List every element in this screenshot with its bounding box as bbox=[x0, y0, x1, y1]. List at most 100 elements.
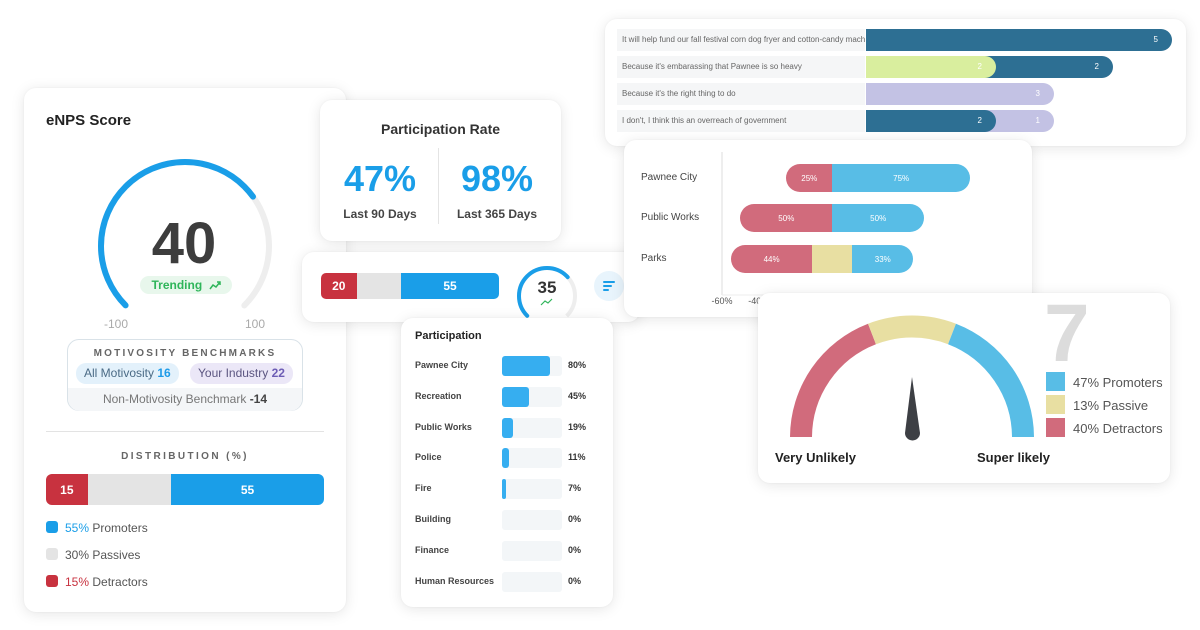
distribution-promoters-segment: 55 bbox=[171, 474, 324, 505]
trending-label: Trending bbox=[151, 278, 203, 292]
participation-track bbox=[502, 540, 562, 561]
participation-row-pct: 7% bbox=[568, 483, 582, 494]
diverging-chart-card: -60%-40%-20%-0%20%40%60%80%100%Pawnee Ci… bbox=[624, 140, 1032, 317]
chart-bar-segment: 75% bbox=[832, 164, 971, 192]
chart-bar-segment: 25% bbox=[786, 164, 833, 192]
legend-promoters-pct: 55% bbox=[65, 521, 90, 535]
reason-segment: 5 bbox=[866, 29, 1172, 51]
participation-row-label: Recreation bbox=[415, 390, 462, 401]
legend-passives-label: Passives bbox=[92, 548, 141, 562]
chart-bar-segment: 33% bbox=[852, 245, 914, 273]
participation-fill bbox=[502, 417, 514, 438]
participation-row-pct: 19% bbox=[568, 421, 587, 432]
reason-label: Because it's embarassing that Pawnee is … bbox=[617, 56, 865, 78]
reason-label: Because it's the right thing to do bbox=[617, 83, 865, 105]
legend-detractors-swatch bbox=[46, 575, 58, 587]
reason-segment: 2 bbox=[866, 56, 996, 78]
participation-fill bbox=[502, 479, 507, 500]
sort-button[interactable] bbox=[594, 271, 624, 301]
participation-row-pct: 0% bbox=[568, 544, 582, 555]
super-likely-label: Super likely bbox=[977, 450, 1050, 465]
rate-365-days-label: Last 365 Days bbox=[456, 207, 538, 221]
participation-track bbox=[502, 448, 562, 469]
gauge-promoters-arc bbox=[947, 323, 1034, 438]
legend-detractors-label: Detractors bbox=[92, 575, 148, 589]
category-label: Public Works bbox=[641, 212, 700, 223]
non-motivosity-value: -14 bbox=[249, 392, 268, 406]
participation-fill bbox=[502, 386, 529, 407]
gauge-needle bbox=[905, 377, 920, 441]
participation-title: Participation bbox=[415, 330, 482, 342]
enps-gauge-arc bbox=[97, 159, 272, 333]
chart-bar-segment bbox=[812, 245, 853, 273]
legend-promoters-item: 47% Promoters bbox=[1046, 372, 1163, 391]
participation-row: Finance 0% bbox=[415, 540, 605, 561]
participation-row: Recreation 45% bbox=[415, 386, 605, 407]
divider bbox=[438, 148, 439, 224]
participation-fill bbox=[502, 356, 550, 376]
participation-row: Pawnee City 80% bbox=[415, 356, 605, 376]
distribution-bar: 15 55 bbox=[46, 474, 324, 505]
all-motivosity-value: 16 bbox=[157, 366, 171, 380]
participation-row-label: Human Resources bbox=[415, 575, 495, 586]
enps-card: eNPS Score 40 Trending -100 100 MOTIVOSI… bbox=[24, 88, 346, 612]
legend-label: 13% Passive bbox=[1073, 398, 1149, 413]
legend-promoters-swatch bbox=[46, 521, 58, 533]
reason-label: I don't, I think this an overreach of go… bbox=[617, 110, 865, 132]
enps-title: eNPS Score bbox=[46, 112, 132, 129]
rate-90-days-value: 47% bbox=[343, 158, 417, 199]
category-label: Parks bbox=[641, 253, 667, 264]
participation-row-label: Finance bbox=[415, 544, 450, 555]
chart-bar-segment: 50% bbox=[832, 204, 925, 232]
participation-row: Police 11% bbox=[415, 448, 605, 469]
legend-passives-pct: 30% bbox=[65, 548, 90, 562]
participation-rate-card: Participation Rate 47% 98% Last 90 Days … bbox=[320, 100, 561, 241]
gauge-max-label: 100 bbox=[245, 317, 266, 331]
reason-row: It will help fund our fall festival corn… bbox=[617, 29, 1173, 51]
non-motivosity-benchmark: Non-Motivosity Benchmark -14 bbox=[68, 388, 302, 411]
legend-passives: 30% Passives bbox=[46, 548, 140, 562]
legend-promoters-label: Promoters bbox=[92, 521, 148, 535]
very-unlikely-label: Very Unlikely bbox=[775, 450, 856, 465]
reason-row: I don't, I think this an overreach of go… bbox=[617, 110, 1173, 132]
benchmarks-heading: MOTIVOSITY BENCHMARKS bbox=[93, 348, 277, 359]
gauge-passive-arc bbox=[868, 315, 956, 345]
participation-fill bbox=[502, 448, 509, 469]
legend-label: 40% Detractors bbox=[1073, 421, 1163, 436]
reason-row: Because it's embarassing that Pawnee is … bbox=[617, 56, 1173, 78]
legend-promoters: 55% Promoters bbox=[46, 521, 148, 535]
participation-track bbox=[502, 479, 562, 500]
sort-icon bbox=[603, 281, 615, 291]
participation-row-label: Pawnee City bbox=[415, 360, 469, 370]
chart-bar-segment: 50% bbox=[740, 204, 833, 232]
participation-card: Participation Pawnee City 80% Recreation 45… bbox=[401, 318, 613, 607]
participation-track bbox=[502, 386, 562, 407]
big-number: 7 bbox=[1044, 288, 1090, 379]
legend-passive-item: 13% Passive bbox=[1046, 395, 1148, 414]
participation-row-label: Building bbox=[415, 514, 451, 524]
participation-row: Human Resources 0% bbox=[415, 571, 605, 592]
mini-score-gauge bbox=[517, 266, 577, 322]
non-motivosity-label: Non-Motivosity Benchmark bbox=[102, 392, 247, 406]
participation-rate-title: Participation Rate bbox=[380, 121, 501, 137]
mini-distribution-bar: 20 55 bbox=[321, 273, 499, 299]
legend-detractors-pct: 15% bbox=[65, 575, 90, 589]
distribution-passives-segment bbox=[87, 474, 172, 505]
participation-track bbox=[502, 571, 562, 592]
reason-label: It will help fund our fall festival corn… bbox=[617, 29, 865, 51]
mini-passives-segment bbox=[356, 273, 402, 299]
legend-label: 47% Promoters bbox=[1073, 375, 1163, 390]
participation-row-pct: 0% bbox=[568, 575, 582, 586]
participation-row-pct: 80% bbox=[568, 360, 587, 370]
enps-gauge bbox=[97, 159, 272, 333]
likelihood-gauge-card: 7 Very Unlikely Super likely 47% Promote… bbox=[758, 288, 1170, 483]
your-industry-pill: Your Industry 22 bbox=[190, 363, 293, 384]
trending-up-icon bbox=[208, 281, 221, 290]
legend-passives-swatch bbox=[46, 548, 58, 560]
all-motivosity-pill: All Motivosity 16 bbox=[76, 363, 179, 384]
legend-detractors-item: 40% Detractors bbox=[1046, 418, 1163, 437]
participation-row-pct: 45% bbox=[568, 390, 587, 401]
participation-track bbox=[502, 510, 562, 530]
reason-row: Because it's the right thing to do 3 bbox=[617, 83, 1173, 105]
mini-promoters-segment: 55 bbox=[401, 273, 499, 299]
